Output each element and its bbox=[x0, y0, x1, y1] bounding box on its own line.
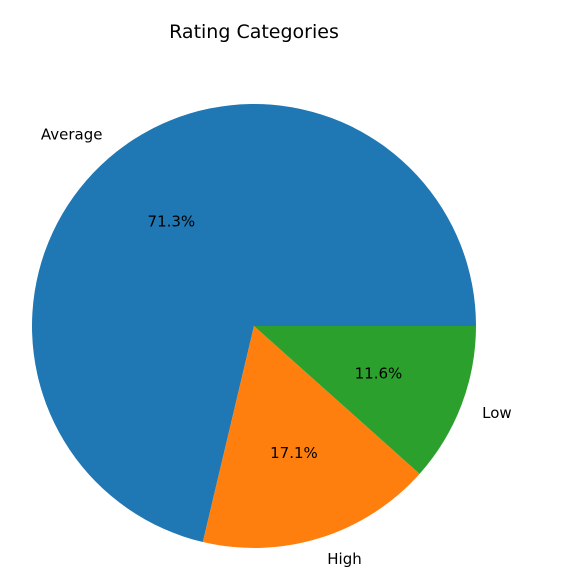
category-label-low: Low bbox=[482, 404, 512, 422]
pie-labels: Average 71.3% High 17.1% Low 11.6% bbox=[41, 125, 512, 567]
pie-slice-low bbox=[254, 326, 476, 474]
pie-slice-high bbox=[202, 326, 420, 549]
percent-label-low: 11.6% bbox=[355, 364, 403, 382]
percent-label-high: 17.1% bbox=[270, 444, 318, 462]
percent-label-average: 71.3% bbox=[148, 213, 196, 231]
category-label-high: High bbox=[327, 550, 361, 568]
chart-title: Rating Categories bbox=[169, 21, 339, 43]
pie-slice-average bbox=[32, 104, 477, 543]
category-label-average: Average bbox=[41, 125, 103, 143]
pie-slices bbox=[32, 104, 477, 549]
